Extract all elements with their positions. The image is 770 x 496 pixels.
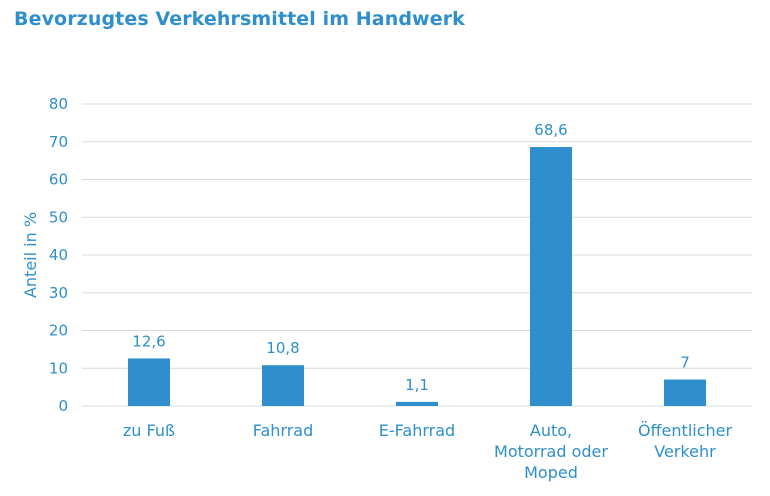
data-label: 7 xyxy=(680,354,690,372)
y-tick-label: 40 xyxy=(49,246,68,264)
bar xyxy=(664,379,706,406)
y-tick-label: 20 xyxy=(49,322,68,340)
y-tick-label: 30 xyxy=(49,284,68,302)
bar xyxy=(128,358,170,406)
category-label: Moped xyxy=(524,463,578,482)
y-tick-label: 0 xyxy=(58,397,68,415)
chart-title: Bevorzugtes Verkehrsmittel im Handwerk xyxy=(14,8,465,30)
data-label: 10,8 xyxy=(266,339,299,357)
y-axis-title: Anteil in % xyxy=(21,212,40,298)
category-label: zu Fuß xyxy=(123,421,175,440)
y-tick-label: 80 xyxy=(49,95,68,113)
data-label: 68,6 xyxy=(534,121,567,139)
x-axis-categories: zu Fuß Fahrrad E-Fahrrad Auto, Motorrad oder… xyxy=(123,421,733,482)
y-axis-ticks: 0 10 20 30 40 50 60 70 80 xyxy=(49,95,68,415)
y-tick-label: 70 xyxy=(49,133,68,151)
y-tick-label: 60 xyxy=(49,171,68,189)
data-label: 12,6 xyxy=(132,332,165,350)
category-label: Verkehr xyxy=(654,442,716,461)
category-label: E-Fahrrad xyxy=(379,421,455,440)
bars xyxy=(128,147,706,406)
category-label: Motorrad oder xyxy=(494,442,608,461)
gridlines xyxy=(82,103,752,407)
bar xyxy=(396,401,438,406)
category-label: Fahrrad xyxy=(253,421,314,440)
bar xyxy=(262,365,304,406)
data-label: 1,1 xyxy=(405,376,429,394)
y-tick-label: 10 xyxy=(49,359,68,377)
data-labels: 12,6 10,8 1,1 68,6 7 xyxy=(132,121,689,394)
category-label: Öffentlicher xyxy=(638,421,733,440)
category-label: Auto, xyxy=(530,421,572,440)
y-tick-label: 50 xyxy=(49,208,68,226)
bar xyxy=(530,147,572,406)
